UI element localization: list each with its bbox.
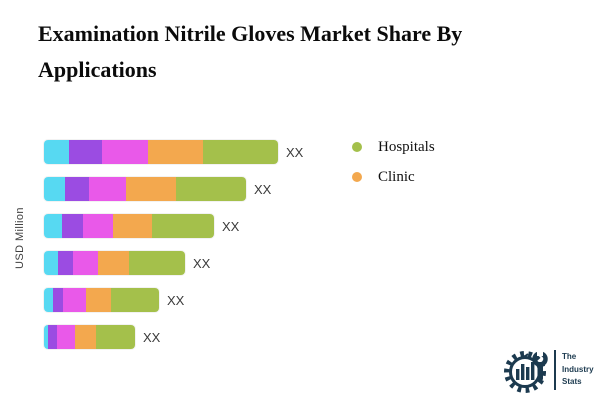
bar-segment-unlabeled-cyan — [44, 288, 53, 312]
logo-text: The Industry Stats — [562, 351, 594, 389]
bar-value-label: XX — [286, 144, 304, 160]
bar-segment-unlabeled-purple — [69, 140, 102, 164]
legend-label: Hospitals — [378, 138, 435, 155]
bar-segment-unlabeled-magenta — [63, 288, 86, 312]
bar-segment-unlabeled-purple — [58, 251, 73, 275]
bar-segment-clinic — [86, 288, 111, 312]
bar-segment-hospitals — [203, 140, 278, 164]
stacked-bar — [44, 288, 159, 312]
bar-segment-unlabeled-magenta — [102, 140, 148, 164]
bar-value-label: XX — [193, 255, 211, 271]
stacked-bar — [44, 251, 185, 275]
bar-segment-hospitals — [152, 214, 214, 238]
stacked-bar — [44, 177, 246, 201]
bar-value-label: XX — [222, 218, 240, 234]
bar-segment-unlabeled-cyan — [44, 214, 62, 238]
bar-segment-unlabeled-purple — [65, 177, 89, 201]
bar-row: XX — [44, 325, 303, 349]
plot-area: XX XX XX XX XX XX — [44, 140, 303, 349]
bar-segment-unlabeled-cyan — [44, 325, 48, 349]
bar-segment-unlabeled-purple — [62, 214, 83, 238]
legend: Hospitals Clinic — [352, 136, 435, 188]
bar-segment-unlabeled-magenta — [73, 251, 98, 275]
bar-row: XX — [44, 251, 303, 275]
bar-segment-clinic — [98, 251, 129, 275]
brand-logo: The Industry Stats — [504, 346, 594, 394]
bar-segment-clinic — [148, 140, 203, 164]
logo-line: Stats — [562, 377, 582, 387]
bar-segment-unlabeled-magenta — [89, 177, 126, 201]
logo-line: Industry — [562, 364, 594, 374]
legend-item-hospitals: Hospitals — [352, 136, 435, 158]
bar-segment-hospitals — [96, 325, 135, 349]
bar-segment-unlabeled-purple — [53, 288, 63, 312]
stacked-bar — [44, 214, 214, 238]
bar-value-label: XX — [143, 329, 161, 345]
bar-row: XX — [44, 214, 303, 238]
bar-segment-unlabeled-magenta — [83, 214, 113, 238]
bar-segment-unlabeled-purple — [48, 325, 57, 349]
clinic-legend-dot-icon — [352, 172, 362, 182]
stacked-bar — [44, 140, 278, 164]
logo-line: The — [562, 352, 577, 362]
bar-segment-clinic — [126, 177, 176, 201]
bar-segment-unlabeled-cyan — [44, 177, 65, 201]
bar-segment-clinic — [113, 214, 152, 238]
bar-segment-hospitals — [111, 288, 159, 312]
bar-row: XX — [44, 288, 303, 312]
bar-value-label: XX — [254, 181, 272, 197]
bar-segment-unlabeled-cyan — [44, 140, 69, 164]
bar-value-label: XX — [167, 292, 185, 308]
stacked-bar — [44, 325, 135, 349]
legend-item-clinic: Clinic — [352, 166, 435, 188]
bar-segment-clinic — [75, 325, 96, 349]
legend-label: Clinic — [378, 168, 415, 185]
bar-row: XX — [44, 140, 303, 164]
y-axis-label: USD Million — [14, 207, 26, 269]
bar-segment-hospitals — [176, 177, 246, 201]
bar-segment-unlabeled-cyan — [44, 251, 58, 275]
bar-segment-unlabeled-magenta — [57, 325, 75, 349]
gear-wrench-chart-icon — [504, 349, 548, 393]
hospitals-legend-dot-icon — [352, 142, 362, 152]
chart-title: Examination Nitrile Gloves Market Share … — [38, 21, 463, 82]
bar-segment-hospitals — [129, 251, 185, 275]
logo-divider — [554, 350, 556, 390]
bar-row: XX — [44, 177, 303, 201]
